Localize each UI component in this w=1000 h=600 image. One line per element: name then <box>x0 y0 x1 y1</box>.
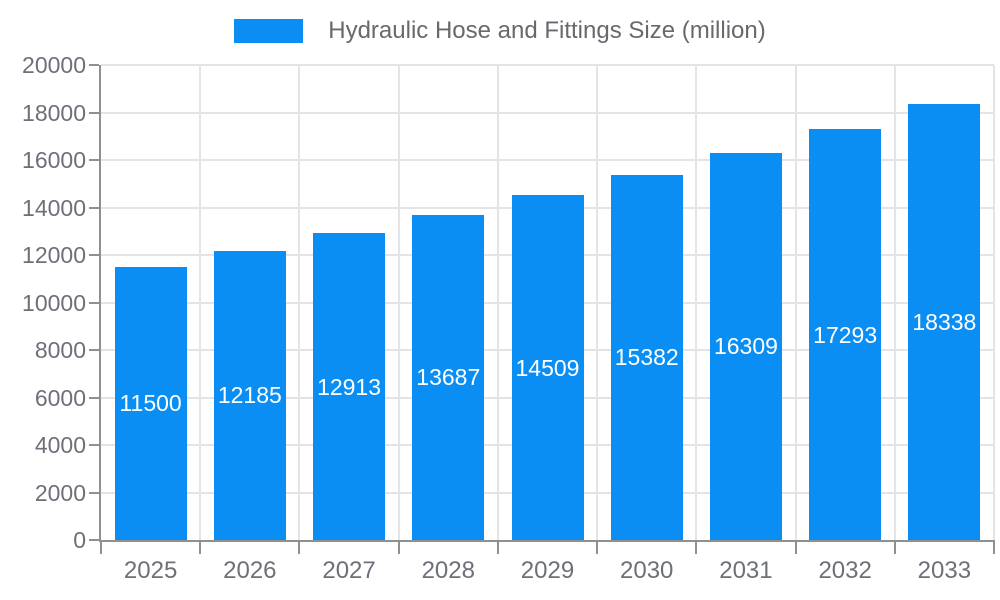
bar-value-label: 12185 <box>217 382 282 409</box>
x-tick-label: 2025 <box>123 557 178 584</box>
y-tick-label: 16000 <box>22 147 86 173</box>
x-tick-label: 2026 <box>223 557 277 584</box>
y-axis-tick <box>89 254 99 256</box>
bar-value-label: 13687 <box>416 364 481 391</box>
y-axis-tick <box>89 206 99 209</box>
y-axis-tick <box>89 539 99 541</box>
y-tick-label: 18000 <box>22 99 86 126</box>
bar-value-label: 16309 <box>713 333 778 360</box>
x-axis-tick <box>397 540 400 554</box>
x-axis-tick <box>496 540 499 554</box>
y-tick-label: 4000 <box>34 432 86 458</box>
y-axis-line <box>99 65 101 540</box>
bar[interactable]: 12185 <box>213 250 286 540</box>
bar-value-label: 17293 <box>813 321 878 348</box>
x-axis-tick <box>596 540 599 554</box>
x-tick-label: 2028 <box>421 557 475 584</box>
bar-value-label: 18338 <box>912 309 977 336</box>
bar-value-label: 11500 <box>119 390 182 417</box>
x-axis-tick <box>298 540 301 554</box>
y-axis-tick <box>89 396 99 399</box>
gridline-vertical <box>993 65 995 540</box>
gridline-vertical <box>298 65 301 540</box>
gridline-horizontal <box>101 64 994 66</box>
y-axis-tick <box>89 301 99 304</box>
y-tick-label: 10000 <box>22 289 86 316</box>
x-tick-label: 2027 <box>322 557 376 584</box>
bar[interactable]: 11500 <box>114 266 187 540</box>
x-axis-tick <box>993 540 995 554</box>
x-tick-label: 2029 <box>520 557 575 584</box>
y-axis-tick <box>89 444 99 446</box>
x-axis-tick <box>695 540 698 554</box>
y-tick-label: 12000 <box>22 242 86 268</box>
x-axis-tick <box>199 540 202 554</box>
bar[interactable]: 18338 <box>908 104 981 540</box>
y-axis-tick <box>89 349 99 351</box>
x-tick-label: 2030 <box>620 557 674 584</box>
y-axis-tick <box>89 111 99 114</box>
x-axis-tick <box>794 540 797 554</box>
legend[interactable]: Hydraulic Hose and Fittings Size (millio… <box>0 17 1000 45</box>
y-tick-label: 20000 <box>22 52 86 78</box>
bar[interactable]: 16309 <box>709 152 782 540</box>
y-axis-tick <box>89 64 99 66</box>
y-tick-label: 8000 <box>34 337 86 363</box>
bar-value-label: 15382 <box>614 344 679 371</box>
gridline-vertical <box>496 65 499 540</box>
legend-label: Hydraulic Hose and Fittings Size (millio… <box>328 17 766 44</box>
gridline-vertical <box>794 65 797 540</box>
y-tick-label: 0 <box>73 527 86 553</box>
plot-area: 11500 12185 12913 13687 14509 15382 16309 17293… <box>89 64 995 554</box>
x-axis-tick <box>100 540 102 554</box>
gridline-vertical <box>596 65 599 540</box>
y-tick-label: 6000 <box>34 384 86 411</box>
bar-value-label: 14509 <box>515 354 580 381</box>
gridline-horizontal <box>101 111 994 114</box>
y-axis-tick <box>89 491 99 494</box>
x-tick-label: 2031 <box>719 557 773 584</box>
gridline-vertical <box>397 65 400 540</box>
y-tick-label: 14000 <box>22 194 86 221</box>
legend-marker-swatch <box>234 19 304 43</box>
gridline-horizontal <box>101 159 994 161</box>
gridline-vertical <box>199 65 202 540</box>
gridline-vertical <box>893 65 896 540</box>
bar[interactable]: 13687 <box>412 214 485 540</box>
bar-value-label: 12913 <box>317 373 382 400</box>
bar[interactable]: 12913 <box>313 233 386 540</box>
x-tick-label: 2033 <box>917 557 972 584</box>
x-axis-tick <box>893 540 896 554</box>
bar[interactable]: 15382 <box>610 174 683 540</box>
bar[interactable]: 14509 <box>511 195 584 540</box>
bar[interactable]: 17293 <box>809 129 882 540</box>
x-axis-line <box>99 540 994 542</box>
y-axis-tick <box>89 159 99 161</box>
y-tick-label: 2000 <box>34 479 86 506</box>
x-tick-label: 2032 <box>818 557 872 584</box>
gridline-vertical <box>695 65 698 540</box>
